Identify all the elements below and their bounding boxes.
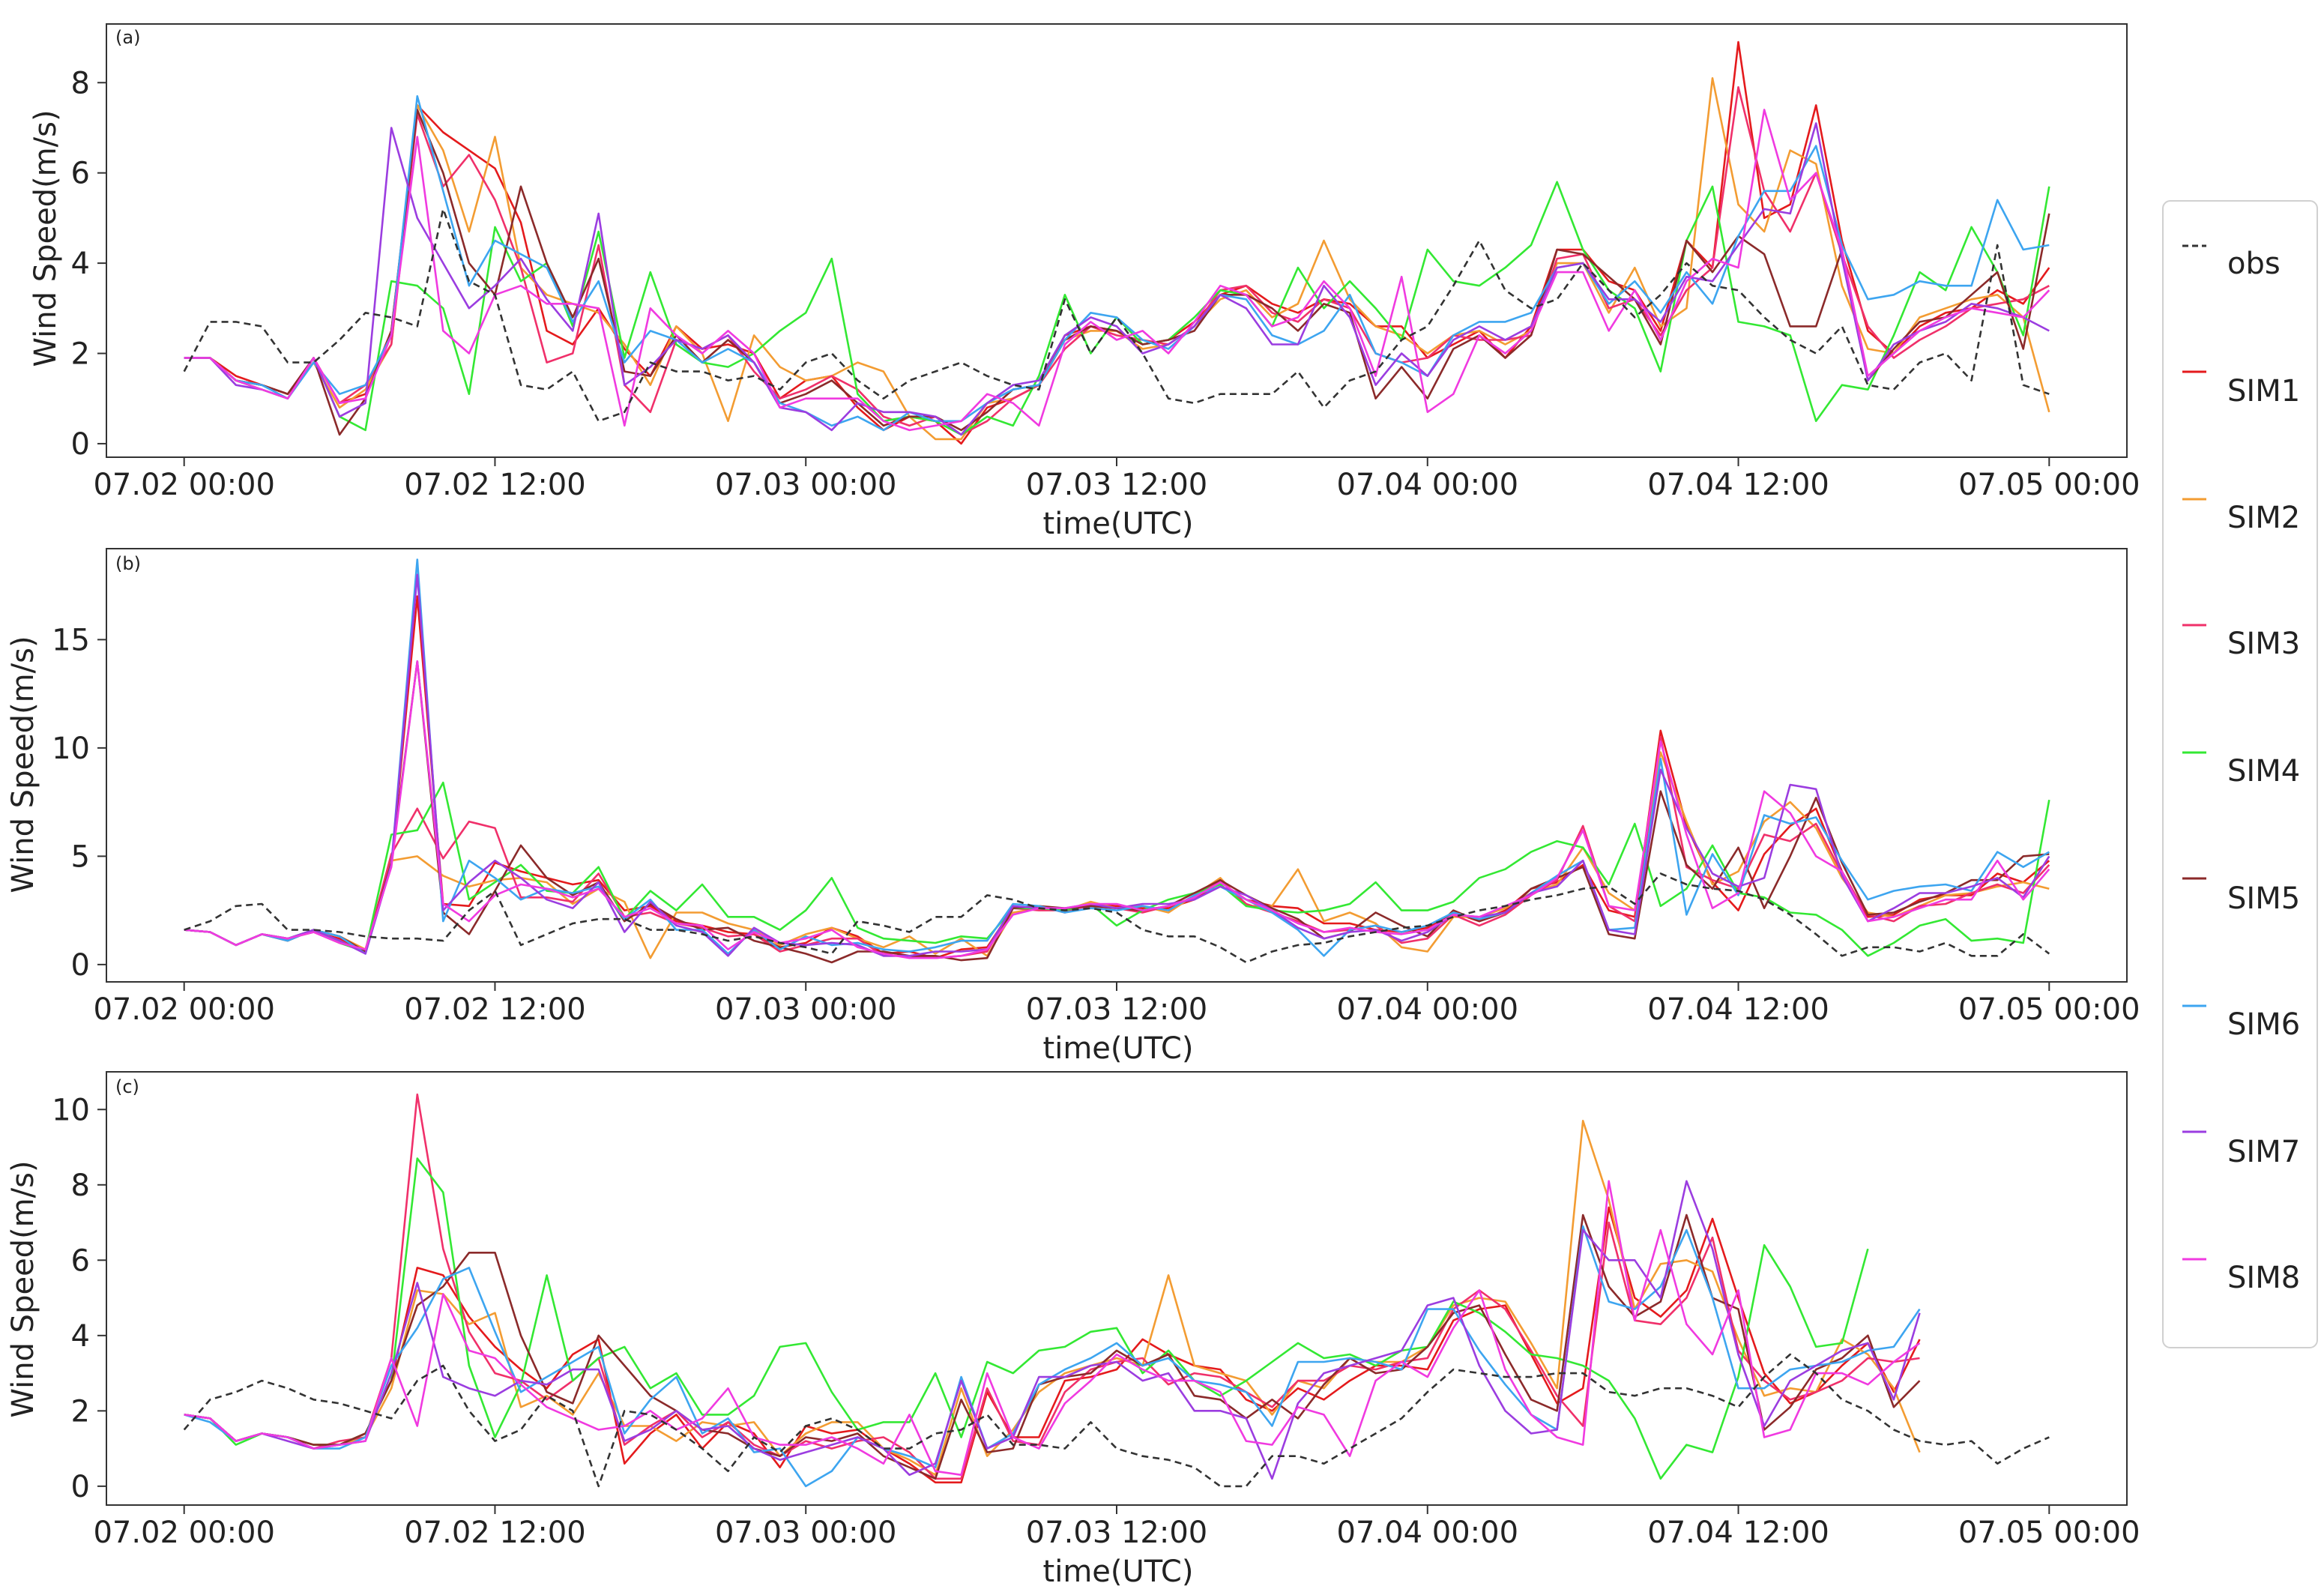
panel-c-series-sim8	[184, 1180, 1921, 1477]
panel-c-xtick-label-5: 07.04 12:00	[1647, 1516, 1829, 1550]
panel-a-series-sim7	[184, 122, 2050, 436]
legend: obs SIM1 SIM2 SIM3 SIM4 SIM5 SIM6 SIM7 S…	[2162, 200, 2318, 1348]
legend-label-sim5: SIM5	[2227, 881, 2300, 916]
panel-c-ytick-label-0: 0	[71, 1470, 90, 1504]
legend-label-sim3: SIM3	[2227, 627, 2300, 661]
panel-a-label: (a)	[115, 27, 140, 48]
panel-b-ytick-label-0: 0	[71, 948, 90, 983]
panel-b-xtick-label-4: 07.04 00:00	[1337, 992, 1519, 1027]
panel-b-series-sim6	[184, 558, 2050, 957]
panel-c-xtick-label-4: 07.04 00:00	[1337, 1516, 1519, 1550]
legend-label-sim4: SIM4	[2227, 754, 2300, 789]
panel-b-xlabel: time(UTC)	[1043, 1031, 1194, 1066]
panel-a-ylabel: Wind Speed(m/s)	[28, 109, 63, 367]
panel-c-xtick-label-3: 07.03 12:00	[1026, 1516, 1208, 1550]
panel-b-ylabel: Wind Speed(m/s)	[6, 636, 40, 893]
panel-c-series-sim7	[184, 1180, 1921, 1480]
panel-a: (a) time(UTC) Wind Speed(m/s) 07.02 00:0…	[28, 23, 2140, 541]
panel-a-ytick-label-3: 6	[71, 157, 90, 191]
panel-a-xtick-label-3: 07.03 12:00	[1026, 468, 1208, 502]
panel-b-ytick-label-1: 5	[71, 839, 90, 874]
legend-label-sim8: SIM8	[2227, 1261, 2300, 1295]
panel-a-xtick-label-6: 07.05 00:00	[1958, 468, 2140, 502]
panel-c-ytick-label-5: 10	[52, 1093, 90, 1127]
panel-c-xtick-label-0: 07.02 00:00	[93, 1516, 275, 1550]
panel-b-xtick-label-1: 07.02 12:00	[404, 992, 586, 1027]
panel-c-ytick-label-2: 4	[71, 1319, 90, 1354]
legend-label-sim6: SIM6	[2227, 1007, 2300, 1042]
panel-b-series-obs	[184, 872, 2050, 964]
legend-frame	[2162, 200, 2318, 1348]
panel-b-xtick-label-5: 07.04 12:00	[1647, 992, 1829, 1027]
panel-b: (b) time(UTC) Wind Speed(m/s) 07.02 00:0…	[6, 548, 2140, 1066]
panel-c-xtick-label-6: 07.05 00:00	[1958, 1516, 2140, 1550]
panel-c-series-obs	[183, 1353, 2050, 1488]
panel-c-series-sim5	[184, 1213, 1921, 1480]
panel-a-xtick-label-2: 07.03 00:00	[715, 468, 897, 502]
panel-b-ytick-label-3: 15	[52, 623, 90, 657]
panel-c-xtick-label-1: 07.02 12:00	[404, 1516, 586, 1550]
legend-label-sim2: SIM2	[2227, 501, 2300, 535]
panel-c-ytick-label-3: 6	[71, 1243, 90, 1278]
legend-label-sim7: SIM7	[2227, 1135, 2300, 1169]
panel-a-xtick-label-4: 07.04 00:00	[1337, 468, 1519, 502]
panel-c-ytick-label-4: 8	[71, 1169, 90, 1203]
panel-b-series-sim7	[184, 573, 2050, 957]
panel-b-label: (b)	[115, 553, 141, 574]
panel-b-series-sim8	[184, 660, 2050, 959]
panel-c-series-sim2	[184, 1120, 1921, 1477]
panel-c-series-sim4	[184, 1157, 1869, 1480]
panel-a-series-obs	[183, 208, 2050, 423]
panel-a-xtick-label-0: 07.02 00:00	[93, 468, 275, 502]
panel-b-xtick-label-6: 07.05 00:00	[1958, 992, 2140, 1027]
panel-b-ytick-label-2: 10	[52, 732, 90, 766]
panel-a-ytick-label-2: 4	[71, 247, 90, 281]
panel-c-xtick-label-2: 07.03 00:00	[715, 1516, 897, 1550]
panel-b-xtick-label-0: 07.02 00:00	[93, 992, 275, 1027]
panel-a-xtick-label-5: 07.04 12:00	[1647, 468, 1829, 502]
panel-c: (c) time(UTC) Wind Speed(m/s) 07.02 00:0…	[6, 1071, 2140, 1589]
panel-b-xtick-label-2: 07.03 00:00	[715, 992, 897, 1027]
panel-c-ytick-label-1: 2	[71, 1394, 90, 1429]
panel-a-xtick-label-1: 07.02 12:00	[404, 468, 586, 502]
panel-a-ytick-label-1: 2	[71, 337, 90, 372]
panel-a-ytick-label-4: 8	[71, 66, 90, 100]
panel-c-label: (c)	[115, 1076, 139, 1097]
panel-a-series-sim6	[184, 95, 2050, 432]
panel-a-series-sim3	[184, 86, 2050, 436]
panel-c-xlabel: time(UTC)	[1043, 1555, 1194, 1589]
panel-b-series-sim1	[184, 595, 2050, 959]
panel-a-xlabel: time(UTC)	[1043, 507, 1194, 541]
legend-label-sim1: SIM1	[2227, 374, 2300, 408]
panel-c-series-sim3	[184, 1093, 1920, 1480]
panel-a-ytick-label-0: 0	[71, 427, 90, 462]
panel-b-xtick-label-3: 07.03 12:00	[1026, 992, 1208, 1027]
panel-c-ylabel: Wind Speed(m/s)	[6, 1160, 40, 1417]
legend-label-obs: obs	[2227, 247, 2281, 281]
